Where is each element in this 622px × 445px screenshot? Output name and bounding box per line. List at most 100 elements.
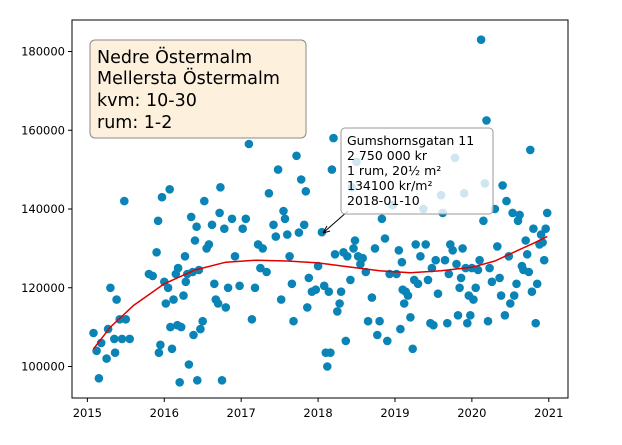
data-point (506, 299, 515, 308)
data-point (469, 295, 478, 304)
data-point (273, 165, 283, 174)
data-point (193, 376, 202, 385)
data-point (112, 295, 121, 304)
data-point (110, 348, 120, 358)
data-point (455, 283, 464, 293)
annotation-box (340, 127, 494, 215)
data-point (196, 324, 205, 334)
info-line: kvm: 10-30 (97, 91, 197, 111)
data-point (179, 291, 188, 300)
data-point (241, 214, 251, 224)
data-point (493, 242, 502, 251)
data-point (292, 151, 301, 161)
data-point (213, 299, 223, 308)
data-point (221, 303, 231, 312)
data-point (152, 248, 161, 257)
data-point (262, 267, 271, 277)
data-point (269, 220, 278, 230)
x-tick-label: 2016 (150, 406, 179, 420)
data-point (311, 285, 321, 295)
data-point (230, 251, 240, 261)
data-point (498, 181, 507, 190)
data-point (125, 334, 134, 344)
data-point (396, 324, 405, 334)
data-point (463, 318, 472, 328)
data-point (452, 259, 461, 269)
data-point (280, 214, 290, 224)
data-point (346, 275, 355, 285)
data-point (367, 293, 377, 302)
data-point (264, 189, 274, 198)
y-tick-label: 100000 (21, 360, 65, 374)
data-point (476, 35, 486, 44)
data-point (541, 224, 550, 233)
data-point (313, 261, 323, 271)
y-tick-label: 140000 (21, 202, 65, 216)
data-point (383, 336, 392, 346)
data-point (204, 240, 214, 249)
annotation-line: 2 750 000 kr (347, 148, 428, 163)
data-point (227, 214, 237, 224)
data-point (303, 303, 312, 312)
info-line: rum: 1-2 (97, 113, 172, 133)
data-point (276, 295, 286, 304)
data-point (106, 283, 115, 293)
data-point (271, 232, 281, 241)
data-point (453, 311, 463, 320)
x-tick-label: 2018 (303, 406, 332, 420)
data-point (215, 208, 224, 218)
data-point (217, 376, 227, 385)
data-point (526, 145, 535, 155)
data-point (512, 279, 521, 289)
x-tick-label: 2015 (73, 406, 102, 420)
data-point (192, 222, 201, 231)
data-point (482, 116, 491, 125)
data-point (154, 348, 164, 358)
y-tick-label: 180000 (21, 45, 65, 59)
data-point (350, 236, 360, 245)
data-point (444, 269, 454, 279)
data-point (327, 165, 337, 174)
data-point (495, 273, 504, 283)
data-point (330, 250, 340, 259)
data-point (522, 250, 532, 259)
y-axis: 100000 120000 140000 160000 180000 (21, 45, 72, 374)
data-point (200, 196, 209, 206)
data-point (102, 354, 111, 363)
data-point (198, 316, 207, 326)
data-point (539, 255, 549, 265)
data-point (408, 344, 418, 354)
data-point (175, 378, 184, 387)
data-point (375, 316, 384, 326)
data-point (458, 244, 467, 253)
data-point (210, 279, 219, 289)
x-axis: 2015 2016 2017 2018 2019 2020 2021 (73, 398, 563, 420)
data-point (515, 210, 524, 220)
x-tick-label: 2020 (457, 406, 486, 420)
x-tick-label: 2021 (534, 406, 563, 420)
data-point (403, 291, 413, 300)
data-point (169, 295, 178, 304)
trend-line (92, 235, 548, 350)
data-point (296, 175, 306, 184)
data-point (319, 281, 329, 291)
y-tick-label: 120000 (21, 281, 65, 295)
data-point (440, 255, 450, 265)
data-point (216, 183, 225, 192)
data-point (317, 227, 327, 237)
data-point (156, 340, 165, 350)
data-point (163, 283, 173, 293)
data-point (475, 255, 484, 265)
data-point (279, 206, 288, 216)
data-point (431, 255, 441, 265)
data-point (235, 281, 244, 291)
data-point (399, 299, 409, 308)
data-point (121, 315, 131, 324)
data-point (524, 267, 534, 277)
data-point (433, 289, 443, 299)
data-point (223, 283, 233, 293)
data-point (483, 316, 493, 326)
data-point (220, 224, 229, 233)
data-point (294, 228, 304, 237)
data-point (120, 196, 129, 206)
